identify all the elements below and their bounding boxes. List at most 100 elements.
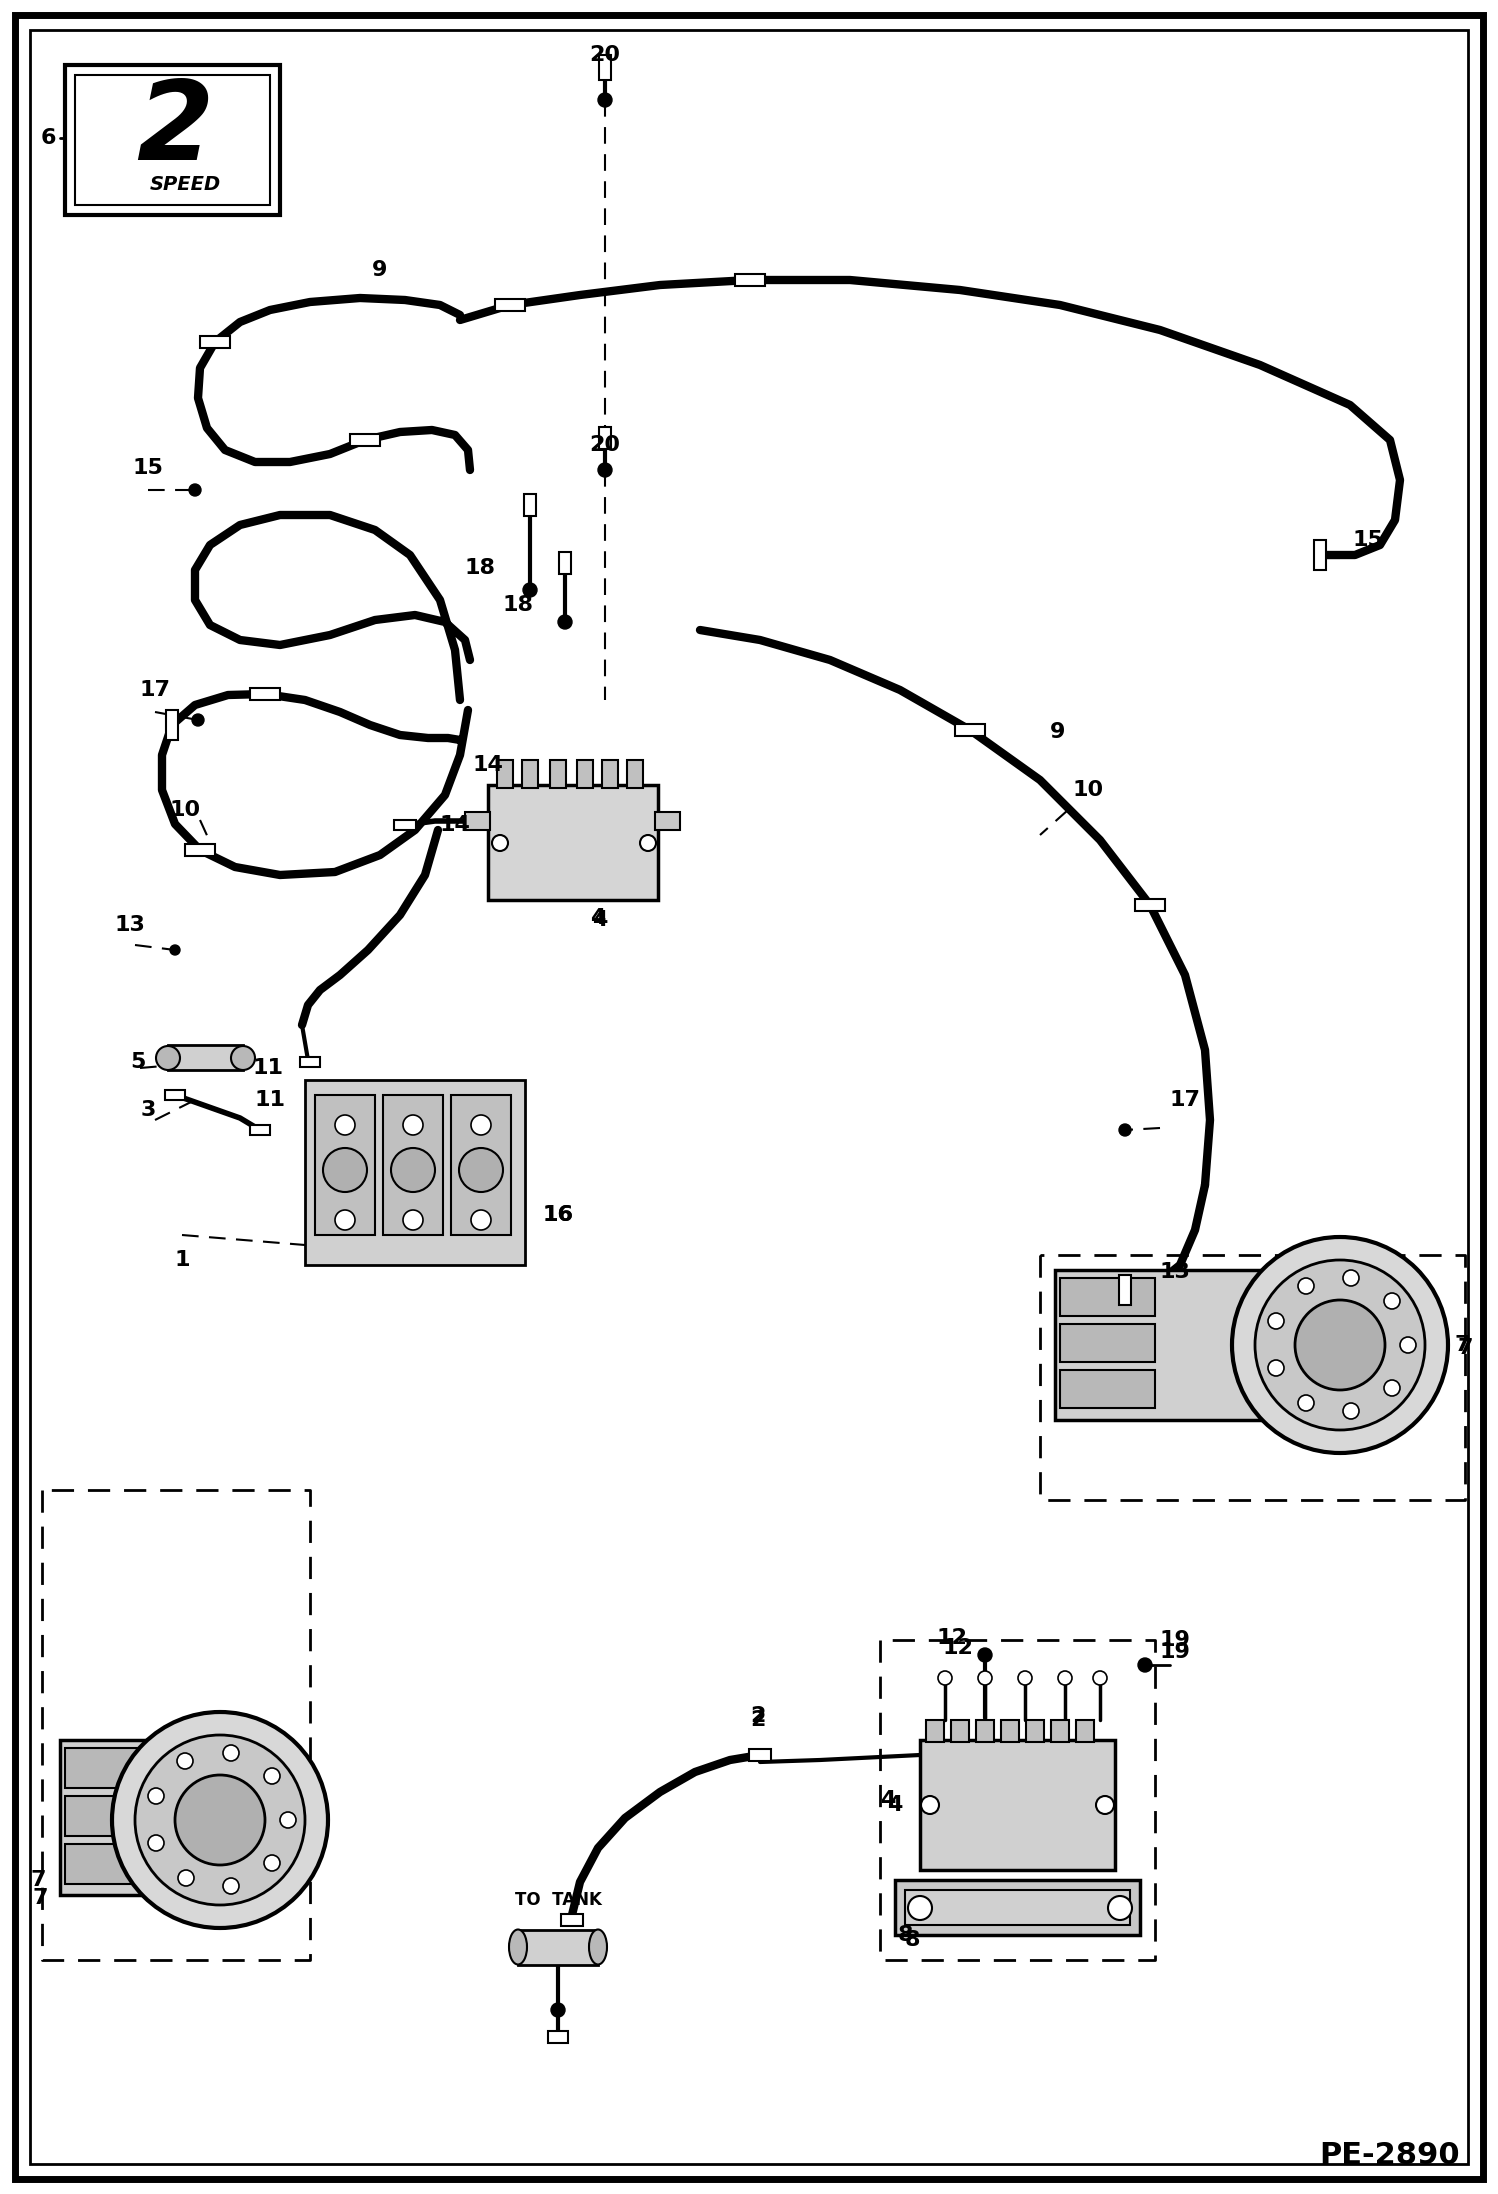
Circle shape xyxy=(908,1896,932,1920)
Circle shape xyxy=(1314,553,1326,564)
Text: 17: 17 xyxy=(139,680,171,700)
Bar xyxy=(166,711,178,739)
Bar xyxy=(1061,1369,1155,1409)
Text: TO  TANK: TO TANK xyxy=(514,1891,601,1909)
Text: 4: 4 xyxy=(881,1790,896,1810)
Bar xyxy=(64,1749,165,1788)
Circle shape xyxy=(175,1775,265,1865)
Circle shape xyxy=(178,1869,195,1887)
Circle shape xyxy=(491,836,508,851)
Text: SPEED: SPEED xyxy=(150,176,220,195)
Circle shape xyxy=(403,1115,422,1134)
Circle shape xyxy=(1019,1672,1032,1685)
Circle shape xyxy=(403,1211,422,1231)
Circle shape xyxy=(598,463,613,476)
Bar xyxy=(655,812,680,829)
Bar xyxy=(521,759,538,788)
Circle shape xyxy=(1119,1123,1131,1136)
Circle shape xyxy=(148,1788,163,1803)
Bar xyxy=(75,75,270,204)
Text: 5: 5 xyxy=(130,1051,145,1073)
Text: 7: 7 xyxy=(30,1869,46,1889)
Bar xyxy=(577,759,593,788)
Bar xyxy=(383,1095,443,1235)
Circle shape xyxy=(324,1147,367,1191)
Circle shape xyxy=(192,713,204,726)
Text: 6: 6 xyxy=(40,127,55,147)
Bar xyxy=(451,1095,511,1235)
Circle shape xyxy=(1109,1896,1132,1920)
Bar xyxy=(977,1720,995,1742)
Bar xyxy=(1055,1270,1264,1420)
Bar xyxy=(1026,1720,1044,1742)
Circle shape xyxy=(470,1115,491,1134)
Circle shape xyxy=(1267,1312,1284,1330)
Bar xyxy=(1061,1277,1155,1316)
Circle shape xyxy=(231,1047,255,1071)
Text: 20: 20 xyxy=(590,46,620,66)
Circle shape xyxy=(1401,1336,1416,1354)
Text: 8: 8 xyxy=(897,1924,912,1946)
Circle shape xyxy=(557,614,572,630)
Bar xyxy=(300,1058,321,1066)
Circle shape xyxy=(223,1744,240,1762)
Bar xyxy=(64,66,280,215)
Text: 14: 14 xyxy=(439,814,470,836)
Circle shape xyxy=(640,836,656,851)
Text: 1: 1 xyxy=(174,1251,190,1270)
Text: 4: 4 xyxy=(590,908,605,928)
Circle shape xyxy=(1297,1395,1314,1411)
Circle shape xyxy=(336,1211,355,1231)
Bar xyxy=(951,1720,969,1742)
Bar xyxy=(599,428,611,450)
Text: 13: 13 xyxy=(1159,1262,1191,1281)
Bar xyxy=(1061,1323,1155,1362)
Text: 20: 20 xyxy=(590,434,620,454)
Text: 12: 12 xyxy=(936,1628,968,1648)
Text: 15: 15 xyxy=(132,459,163,478)
Bar xyxy=(60,1740,285,1896)
Circle shape xyxy=(1344,1402,1359,1420)
Circle shape xyxy=(336,1115,355,1134)
Text: 4: 4 xyxy=(592,911,608,930)
Bar xyxy=(926,1720,944,1742)
Circle shape xyxy=(1384,1380,1401,1395)
Circle shape xyxy=(1138,1659,1152,1672)
Circle shape xyxy=(1058,1672,1073,1685)
Circle shape xyxy=(1294,1301,1386,1391)
Text: 19: 19 xyxy=(1159,1641,1191,1663)
Text: 7: 7 xyxy=(1455,1334,1470,1356)
Text: 16: 16 xyxy=(542,1205,574,1224)
Text: 18: 18 xyxy=(502,595,533,614)
Text: 10: 10 xyxy=(169,801,201,821)
Text: 7: 7 xyxy=(1458,1338,1473,1358)
Circle shape xyxy=(1094,1672,1107,1685)
Bar xyxy=(165,1090,184,1099)
Bar xyxy=(250,1126,270,1134)
Bar xyxy=(494,298,524,312)
Text: PE-2890: PE-2890 xyxy=(1320,2141,1461,2170)
Bar xyxy=(315,1095,374,1235)
Text: 2: 2 xyxy=(750,1709,765,1731)
Bar xyxy=(250,689,280,700)
Text: 7: 7 xyxy=(33,1889,48,1909)
Bar xyxy=(351,434,380,445)
Ellipse shape xyxy=(509,1929,527,1964)
Text: 17: 17 xyxy=(1170,1090,1200,1110)
Text: 10: 10 xyxy=(1073,781,1104,801)
Text: 3: 3 xyxy=(141,1099,156,1119)
Bar xyxy=(1076,1720,1094,1742)
Bar xyxy=(201,336,231,349)
Circle shape xyxy=(135,1735,306,1904)
Bar xyxy=(64,1843,165,1885)
Bar xyxy=(559,553,571,575)
Circle shape xyxy=(112,1711,328,1929)
Bar xyxy=(550,759,566,788)
Bar xyxy=(488,785,658,900)
Text: 15: 15 xyxy=(1353,531,1384,551)
Circle shape xyxy=(978,1672,992,1685)
Bar xyxy=(1001,1720,1019,1742)
Bar xyxy=(1052,1720,1070,1742)
Circle shape xyxy=(921,1797,939,1814)
Circle shape xyxy=(551,2003,565,2016)
